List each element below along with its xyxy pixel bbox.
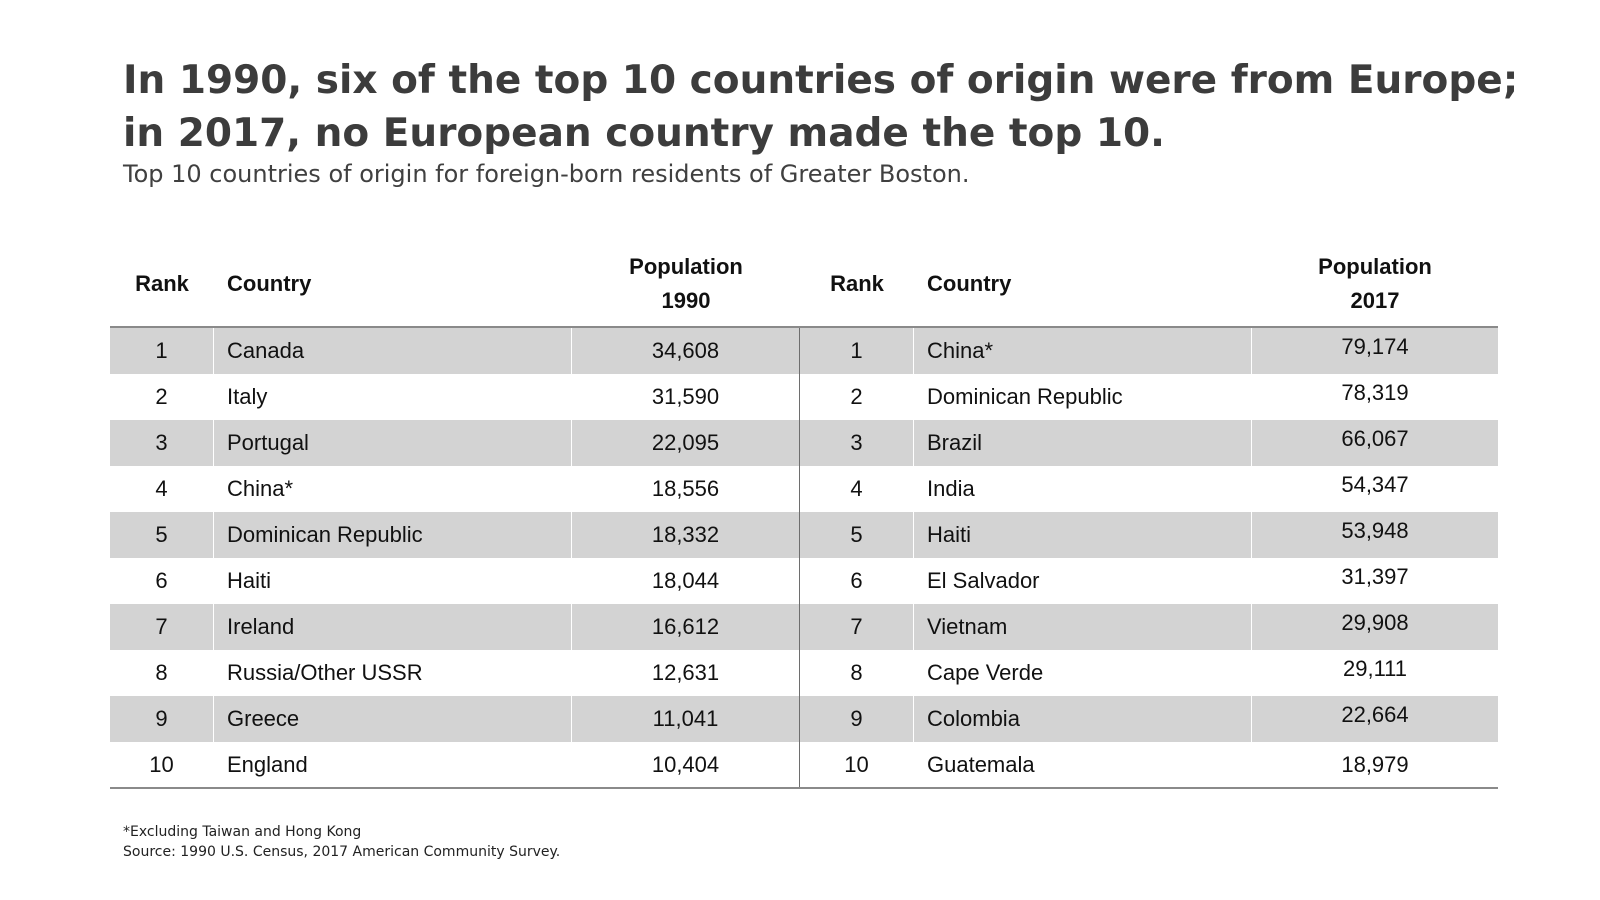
table-row: 9 Greece 11,041 9 Colombia 22,664 [110, 696, 1498, 742]
source-note: Source: 1990 U.S. Census, 2017 American … [123, 844, 561, 860]
population-1990-cell: 10,404 [572, 742, 800, 787]
rank-1990-cell: 7 [110, 604, 214, 650]
table-row: 7 Ireland 16,612 7 Vietnam 29,908 [110, 604, 1498, 650]
rank-2017-cell: 10 [800, 742, 914, 787]
title-line-2: in 2017, no European country made the to… [123, 111, 1165, 156]
population-2017-cell: 66,067 [1341, 426, 1409, 451]
table-body: 1 Canada 34,608 1 China* 79,174 2 Italy 31,590 2 D… [110, 328, 1498, 789]
table-row: 3 Portugal 22,095 3 Brazil 66,067 [110, 420, 1498, 466]
rank-1990-cell: 6 [110, 558, 214, 604]
table-row: 8 Russia/Other USSR 12,631 8 Cape Verde 29,11… [110, 650, 1498, 696]
rank-1990-cell: 8 [110, 650, 214, 696]
population-1990-cell: 34,608 [572, 328, 800, 374]
page-title: In 1990, six of the top 10 countries of … [123, 54, 1523, 160]
population-2017-cell: 29,111 [1342, 656, 1408, 681]
country-2017-cell: Brazil [914, 420, 1252, 466]
country-1990-cell: Greece [214, 696, 572, 742]
rank-1990-cell: 4 [110, 466, 214, 512]
countries-table: Rank Country Population 1990 Rank Country… [110, 242, 1498, 789]
header-population-1990-year: 1990 [661, 288, 711, 313]
title-line-1: In 1990, six of the top 10 countries of … [123, 58, 1519, 103]
table-row: 1 Canada 34,608 1 China* 79,174 [110, 328, 1498, 374]
rank-2017-cell: 8 [800, 650, 914, 696]
country-1990-cell: Italy [214, 374, 572, 420]
country-2017-cell: Cape Verde [914, 650, 1252, 696]
population-2017-cell: 29,908 [1341, 610, 1409, 635]
header-rank-1990: Rank [135, 271, 189, 296]
subtitle: Top 10 countries of origin for foreign-b… [123, 160, 970, 188]
population-1990-cell: 16,612 [572, 604, 800, 650]
population-2017-cell: 31,397 [1341, 564, 1409, 589]
population-1990-cell: 18,332 [572, 512, 800, 558]
header-population-2017: Population 2017 [1252, 242, 1498, 326]
population-2017-cell: 54,347 [1341, 472, 1409, 497]
header-country-1990: Country [227, 271, 312, 296]
population-1990-cell: 31,590 [572, 374, 800, 420]
country-2017-cell: Dominican Republic [914, 374, 1252, 420]
country-1990-cell: England [214, 742, 572, 787]
country-1990-cell: Portugal [214, 420, 572, 466]
rank-2017-cell: 1 [800, 328, 914, 374]
country-1990-cell: Russia/Other USSR [214, 650, 572, 696]
population-2017-cell: 79,174 [1341, 334, 1409, 359]
footnote-block: *Excluding Taiwan and Hong Kong Source: … [123, 822, 560, 862]
rank-2017-cell: 6 [800, 558, 914, 604]
rank-1990-cell: 3 [110, 420, 214, 466]
country-2017-cell: El Salvador [914, 558, 1252, 604]
country-2017-cell: India [914, 466, 1252, 512]
rank-2017-cell: 4 [800, 466, 914, 512]
population-1990-cell: 12,631 [572, 650, 800, 696]
footnote: *Excluding Taiwan and Hong Kong [123, 824, 362, 840]
table-row: 6 Haiti 18,044 6 El Salvador 31,397 [110, 558, 1498, 604]
population-1990-cell: 11,041 [572, 696, 800, 742]
rank-1990-cell: 2 [110, 374, 214, 420]
rank-2017-cell: 9 [800, 696, 914, 742]
rank-2017-cell: 2 [800, 374, 914, 420]
table-row: 5 Dominican Republic 18,332 5 Haiti 53,948 [110, 512, 1498, 558]
rank-2017-cell: 7 [800, 604, 914, 650]
population-1990-cell: 22,095 [572, 420, 800, 466]
population-2017-cell: 22,664 [1341, 702, 1409, 727]
country-1990-cell: Haiti [214, 558, 572, 604]
table-header: Rank Country Population 1990 Rank Country… [110, 242, 1498, 328]
country-1990-cell: China* [214, 466, 572, 512]
country-2017-cell: Guatemala [914, 742, 1252, 787]
population-2017-cell: 53,948 [1341, 518, 1409, 543]
country-2017-cell: China* [914, 328, 1252, 374]
table-row: 10 England 10,404 10 Guatemala 18,979 [110, 742, 1498, 789]
rank-1990-cell: 10 [110, 742, 214, 787]
header-rank-2017: Rank [830, 271, 884, 296]
country-2017-cell: Colombia [914, 696, 1252, 742]
header-country-2017: Country [927, 271, 1012, 296]
population-2017-cell: 78,319 [1341, 380, 1409, 405]
rank-2017-cell: 5 [800, 512, 914, 558]
table-row: 4 China* 18,556 4 India 54,347 [110, 466, 1498, 512]
country-1990-cell: Dominican Republic [214, 512, 572, 558]
rank-1990-cell: 9 [110, 696, 214, 742]
population-1990-cell: 18,556 [572, 466, 800, 512]
population-1990-cell: 18,044 [572, 558, 800, 604]
header-population-1990: Population 1990 [572, 242, 800, 326]
header-population-1990-label: Population [629, 254, 743, 279]
country-2017-cell: Vietnam [914, 604, 1252, 650]
country-2017-cell: Haiti [914, 512, 1252, 558]
rank-2017-cell: 3 [800, 420, 914, 466]
table-row: 2 Italy 31,590 2 Dominican Republic 78,319 [110, 374, 1498, 420]
rank-1990-cell: 1 [110, 328, 214, 374]
rank-1990-cell: 5 [110, 512, 214, 558]
country-1990-cell: Canada [214, 328, 572, 374]
country-1990-cell: Ireland [214, 604, 572, 650]
header-population-2017-year: 2017 [1350, 288, 1400, 313]
population-2017-cell: 18,979 [1341, 751, 1409, 777]
header-population-2017-label: Population [1318, 254, 1432, 279]
